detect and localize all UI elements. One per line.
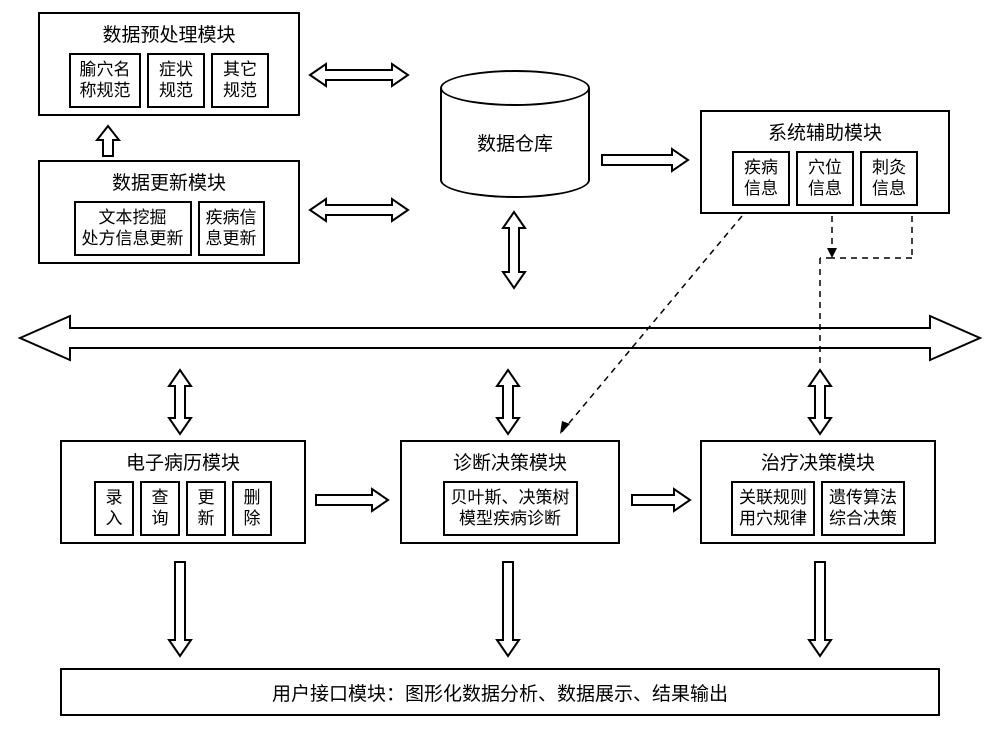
- update-title: 数据更新模块: [48, 168, 290, 195]
- treatment-module: 治疗决策模块 关联规则用穴规律 遗传算法综合决策: [700, 440, 936, 544]
- update-sub-1: 疾病信息更新: [198, 201, 265, 256]
- emr-sub-3: 删除: [232, 481, 272, 536]
- dashed-moxibustion-down: [832, 216, 912, 258]
- preprocess-title: 数据预处理模块: [48, 20, 290, 47]
- auxiliary-module: 系统辅助模块 疾病信息 穴位信息 刺灸信息: [700, 110, 950, 214]
- user-interface-module: 用户接口模块：图形化数据分析、数据展示、结果输出: [60, 668, 940, 716]
- auxiliary-sub-0: 疾病信息: [732, 151, 790, 206]
- auxiliary-sub-1: 穴位信息: [796, 151, 854, 206]
- emr-module: 电子病历模块 录入 查询 更新 删除: [60, 440, 306, 544]
- update-module: 数据更新模块 文本挖掘处方信息更新 疾病信息更新: [38, 160, 300, 264]
- emr-title: 电子病历模块: [70, 448, 296, 475]
- auxiliary-subs: 疾病信息 穴位信息 刺灸信息: [710, 151, 940, 206]
- emr-subs: 录入 查询 更新 删除: [70, 481, 296, 536]
- arrow-emr-ui: [169, 562, 191, 656]
- treatment-sub-0: 关联规则用穴规律: [731, 481, 815, 536]
- treatment-sub-1: 遗传算法综合决策: [821, 481, 905, 536]
- dashed-acupoint-down: [827, 216, 837, 258]
- arrow-update-preprocess: [97, 126, 119, 156]
- arrow-bus-diagnosis: [497, 370, 519, 434]
- treatment-title: 治疗决策模块: [710, 448, 926, 475]
- emr-sub-2: 更新: [186, 481, 226, 536]
- arrow-update-warehouse: [310, 199, 408, 221]
- diagnosis-subs: 贝叶斯、决策树模型疾病诊断: [410, 481, 610, 536]
- diagnosis-module: 诊断决策模块 贝叶斯、决策树模型疾病诊断: [400, 440, 620, 544]
- arrow-bus-treatment: [809, 370, 831, 434]
- diagnosis-sub-0: 贝叶斯、决策树模型疾病诊断: [443, 481, 578, 536]
- arrow-warehouse-bus: [503, 212, 525, 288]
- arrow-diagnosis-treatment: [632, 489, 690, 511]
- preprocess-sub-1: 症状规范: [147, 53, 205, 108]
- preprocess-subs: 腧穴名称规范 症状规范 其它规范: [48, 53, 290, 108]
- treatment-subs: 关联规则用穴规律 遗传算法综合决策: [710, 481, 926, 536]
- arrow-treatment-ui: [809, 562, 831, 656]
- preprocess-module: 数据预处理模块 腧穴名称规范 症状规范 其它规范: [38, 12, 300, 116]
- arrow-emr-diagnosis: [316, 489, 388, 511]
- arrow-warehouse-auxiliary: [602, 149, 688, 171]
- data-warehouse: 数据仓库: [440, 88, 590, 198]
- user-interface-label: 用户接口模块：图形化数据分析、数据展示、结果输出: [272, 679, 728, 706]
- emr-sub-1: 查询: [140, 481, 180, 536]
- emr-sub-0: 录入: [94, 481, 134, 536]
- diagnosis-title: 诊断决策模块: [410, 448, 610, 475]
- update-subs: 文本挖掘处方信息更新 疾病信息更新: [48, 201, 290, 256]
- auxiliary-sub-2: 刺灸信息: [860, 151, 918, 206]
- preprocess-sub-2: 其它规范: [211, 53, 269, 108]
- auxiliary-title: 系统辅助模块: [710, 118, 940, 145]
- dashed-disease-to-diagnosis: [560, 216, 742, 434]
- update-sub-0: 文本挖掘处方信息更新: [74, 201, 192, 256]
- bus-arrow: [20, 316, 980, 360]
- dashed-merge-to-treatment: [820, 258, 832, 366]
- arrow-bus-emr: [169, 370, 191, 434]
- arrow-diagnosis-ui: [497, 562, 519, 656]
- warehouse-label: 数据仓库: [477, 129, 553, 156]
- arrow-preprocess-warehouse: [310, 64, 408, 86]
- preprocess-sub-0: 腧穴名称规范: [69, 53, 141, 108]
